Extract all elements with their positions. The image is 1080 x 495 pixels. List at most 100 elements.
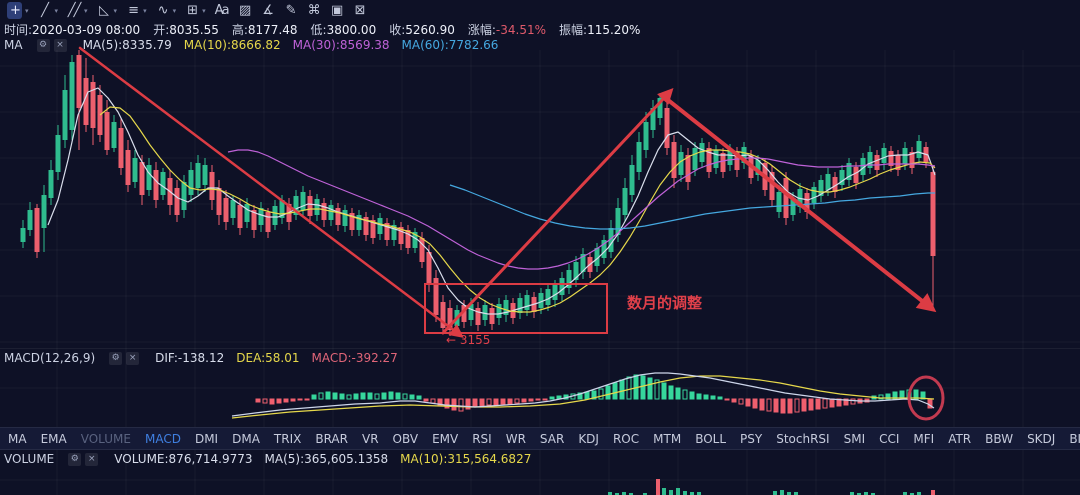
volume-legend: VOLUME ⚙ × VOLUME:876,714.9773 MA(5):365,6… xyxy=(4,452,531,466)
info-field-label: 振幅: xyxy=(559,23,588,37)
tab-wr[interactable]: WR xyxy=(505,431,526,446)
settings-button[interactable]: ⚙ xyxy=(68,452,82,466)
tab-emv[interactable]: EMV xyxy=(432,431,459,446)
trend-line-tool[interactable]: ╱ ▾ xyxy=(33,1,63,20)
info-field-value: 2020-03-09 08:00 xyxy=(32,23,141,37)
consolidation-box-annotation xyxy=(424,283,608,334)
drawing-annotations: 数月的调整 ← 3155 xyxy=(78,46,945,421)
legend-value: DEA:58.01 xyxy=(236,351,300,365)
parallel-channel-tool[interactable]: ╱╱ ▾ xyxy=(62,1,92,20)
tab-vr[interactable]: VR xyxy=(361,431,379,446)
eraser-tool[interactable]: ▨ xyxy=(233,1,256,20)
ma-legend: MA ⚙ × MA(5):8335.79 MA(10):8666.82 MA(30):… xyxy=(4,38,498,52)
text-tool[interactable]: Aa xyxy=(210,1,233,20)
info-field-value: 115.20% xyxy=(587,23,641,37)
eraser-icon: ▨ xyxy=(238,3,251,18)
remove-drawings-tool[interactable]: ⊠ xyxy=(348,1,371,20)
magnet-icon: ⌘ xyxy=(307,3,321,18)
legend-value: MA(10):315,564.6827 xyxy=(400,452,532,466)
macd-pane xyxy=(231,372,935,419)
dea-line xyxy=(231,375,935,419)
volume-pane xyxy=(608,479,935,495)
close-button[interactable]: × xyxy=(53,38,67,52)
close-button[interactable]: × xyxy=(126,351,140,365)
tab-trix[interactable]: TRIX xyxy=(273,431,302,446)
trendline-annotation xyxy=(78,46,458,334)
info-field-label: 开: xyxy=(153,23,170,37)
settings-button[interactable]: ⚙ xyxy=(36,38,50,52)
tab-mfi[interactable]: MFI xyxy=(913,431,935,446)
legend-value: MA(10):8666.82 xyxy=(183,38,281,52)
ma30-line xyxy=(227,149,936,270)
trendline-annotation xyxy=(441,94,668,335)
magnet-tool[interactable]: ⌘ xyxy=(302,1,325,20)
tab-volume[interactable]: VOLUME xyxy=(80,431,131,446)
tab-macd[interactable]: MACD xyxy=(144,431,181,446)
fib-lines-icon: ≡ xyxy=(128,3,139,18)
crosshair-tool[interactable]: + ▾ xyxy=(3,1,33,20)
tab-roc[interactable]: ROC xyxy=(612,431,640,446)
triangle-tool[interactable]: ◺ ▾ xyxy=(92,1,122,20)
info-field-label: 收: xyxy=(389,23,406,37)
triangle-icon: ◺ xyxy=(99,3,109,18)
screenshot-tool[interactable]: ▣ xyxy=(325,1,348,20)
tab-skdj[interactable]: SKDJ xyxy=(1027,431,1056,446)
tab-obv[interactable]: OBV xyxy=(392,431,419,446)
wave-dropdown-caret[interactable]: ▾ xyxy=(172,6,177,15)
screenshot-icon: ▣ xyxy=(330,3,343,18)
tab-bias[interactable]: BIAS xyxy=(1069,431,1080,446)
trend-line-dropdown-caret[interactable]: ▾ xyxy=(54,6,59,15)
drawing-toolbar: + ▾ ╱ ▾ ╱╱ ▾ ◺ ▾ ≡ ▾ ∿ ▾ ⊞ ▾ Aa ▨ ∡ ✎ ⌘ ▣ ⊠ xyxy=(0,0,1080,21)
info-field-label: 时间: xyxy=(4,23,33,37)
settings-icon: ⚙ xyxy=(70,453,79,464)
tab-cci[interactable]: CCI xyxy=(879,431,900,446)
pattern-grid-dropdown-caret[interactable]: ▾ xyxy=(202,6,206,15)
trendline-arrowhead xyxy=(915,293,937,313)
tab-brar[interactable]: BRAR xyxy=(315,431,348,446)
tab-rsi[interactable]: RSI xyxy=(472,431,492,446)
settings-button[interactable]: ⚙ xyxy=(109,351,123,365)
tab-kdj[interactable]: KDJ xyxy=(578,431,599,446)
tab-ema[interactable]: EMA xyxy=(40,431,67,446)
text-icon: Aa xyxy=(214,3,230,18)
tab-bbw[interactable]: BBW xyxy=(985,431,1014,446)
tab-smi[interactable]: SMI xyxy=(843,431,866,446)
tab-mtm[interactable]: MTM xyxy=(653,431,682,446)
ma5-line xyxy=(47,87,936,315)
ma-legend-title: MA xyxy=(4,38,23,52)
tab-sar[interactable]: SAR xyxy=(539,431,565,446)
ma10-line xyxy=(99,106,936,313)
wave-tool[interactable]: ∿ ▾ xyxy=(151,1,181,20)
tab-dma[interactable]: DMA xyxy=(232,431,260,446)
triangle-dropdown-caret[interactable]: ▾ xyxy=(113,6,118,15)
tab-ma[interactable]: MA xyxy=(8,431,27,446)
measure-tool[interactable]: ∡ xyxy=(256,1,279,20)
tab-atr[interactable]: ATR xyxy=(948,431,972,446)
annotation-label: 数月的调整 xyxy=(627,294,702,312)
legend-value: VOLUME:876,714.9773 xyxy=(114,452,253,466)
crosshair-dropdown-caret[interactable]: ▾ xyxy=(25,6,29,15)
fib-lines-dropdown-caret[interactable]: ▾ xyxy=(143,6,147,15)
tab-stochrsi[interactable]: StochRSI xyxy=(776,431,830,446)
legend-value: DIF:-138.12 xyxy=(155,351,225,365)
info-field-label: 高: xyxy=(231,23,248,37)
info-field-value: -34.51% xyxy=(495,23,547,37)
fib-lines-tool[interactable]: ≡ ▾ xyxy=(121,1,151,20)
pattern-grid-tool[interactable]: ⊞ ▾ xyxy=(180,1,210,20)
info-field-label: 涨幅: xyxy=(467,23,496,37)
info-field: 涨幅:-34.51% xyxy=(468,21,546,38)
legend-value: MA(5):8335.79 xyxy=(82,38,172,52)
parallel-channel-dropdown-caret[interactable]: ▾ xyxy=(84,6,88,15)
info-field: 振幅:115.20% xyxy=(559,21,640,38)
tab-dmi[interactable]: DMI xyxy=(194,431,219,446)
pattern-grid-icon: ⊞ xyxy=(187,3,198,18)
ohlc-info-bar: 时间:2020-03-09 08:00 开:8035.55 高:8177.48 低:3… xyxy=(4,22,1080,37)
pencil-icon: ✎ xyxy=(285,3,297,18)
tab-psy[interactable]: PSY xyxy=(740,431,763,446)
close-icon: × xyxy=(87,453,96,464)
info-field: 开:8035.55 xyxy=(153,21,219,38)
close-button[interactable]: × xyxy=(85,452,99,466)
tab-boll[interactable]: BOLL xyxy=(695,431,727,446)
pencil-tool[interactable]: ✎ xyxy=(279,1,302,20)
